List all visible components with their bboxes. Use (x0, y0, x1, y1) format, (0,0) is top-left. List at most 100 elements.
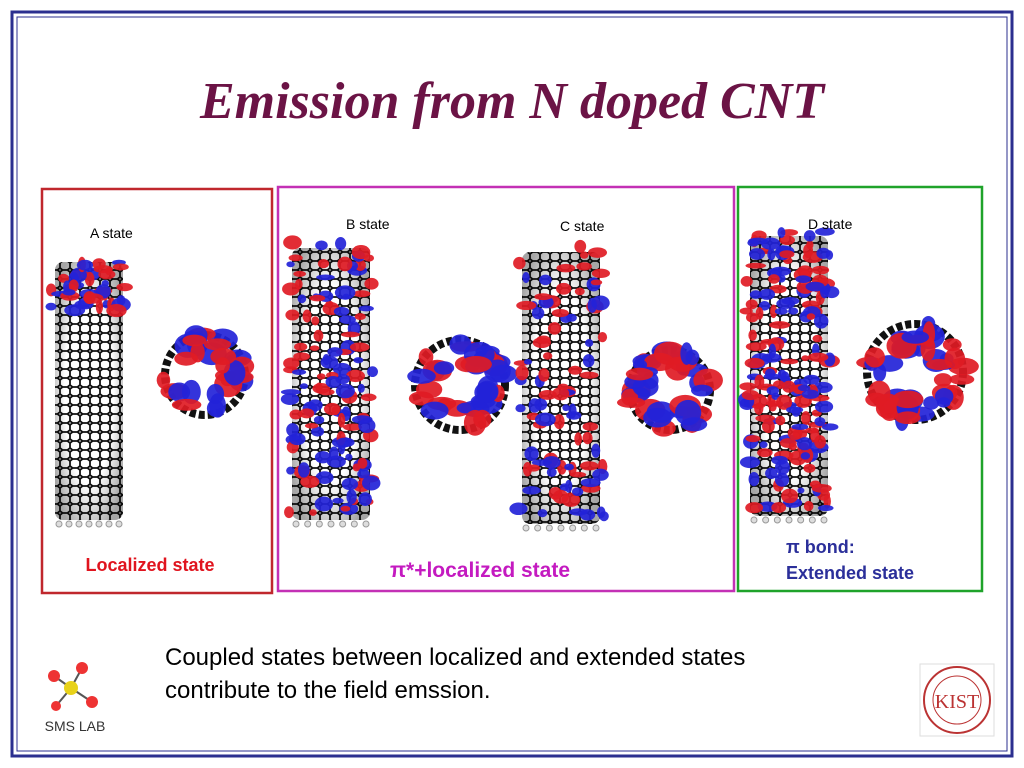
orbital-lobe (285, 309, 300, 321)
orbital-lobe (106, 304, 127, 318)
h-atom (95, 520, 103, 528)
h-atom (115, 520, 123, 528)
orbital-lobe (367, 366, 378, 378)
orbital-lobe (299, 383, 309, 390)
orbital-lobe (331, 406, 340, 416)
orbital-lobe (547, 322, 562, 335)
orbital-lobe (316, 274, 335, 281)
frame-inner (16, 16, 1008, 752)
panel-d (736, 185, 984, 593)
orbital-lobe (327, 347, 343, 357)
orbital-lobe (803, 500, 814, 512)
orbital-lobe (768, 401, 777, 412)
orbital-lobe (345, 369, 366, 383)
orbital-lobe (357, 469, 370, 479)
orbital-lobe (749, 248, 765, 260)
orbital-lobe (361, 475, 381, 491)
orbital-lobe (112, 263, 129, 271)
orbital-lobe (564, 479, 573, 493)
panel-a (40, 187, 274, 595)
orbital-lobe (821, 423, 839, 431)
orbital-lobe (576, 262, 592, 271)
orbital-lobe (782, 380, 796, 393)
orbital-lobe (865, 392, 888, 407)
orbital-lobe (538, 368, 550, 382)
h-atom (808, 516, 816, 524)
caption: Localized state (85, 555, 214, 575)
orbital-lobe (745, 342, 767, 351)
orbital-lobe (740, 276, 753, 287)
orbital-lobe (780, 358, 799, 365)
orbital-lobe (591, 443, 601, 458)
orbital-lobe (309, 509, 317, 516)
orbital-lobe (552, 489, 569, 504)
orbital-lobe (791, 423, 809, 430)
orbital-lobe (534, 293, 552, 301)
h-atom (350, 520, 358, 528)
orbital-lobe (582, 354, 595, 368)
orbital-lobe (342, 293, 350, 300)
orbital-lobe (807, 352, 829, 362)
kist-logo: KIST (919, 663, 995, 737)
orbital-lobe (760, 338, 779, 345)
orbital-lobe (685, 349, 700, 365)
orbital-lobe (574, 287, 585, 296)
h-atom (534, 524, 542, 532)
orbital-lobe (815, 227, 835, 236)
h-atom (315, 520, 323, 528)
orbital-lobe (302, 309, 312, 323)
orbital-lobe (814, 435, 826, 449)
orbital-lobe (587, 247, 607, 258)
orbital-lobe (779, 235, 795, 245)
orbital-lobe (770, 304, 778, 319)
orbital-lobe (926, 358, 953, 371)
orbital-lobe (311, 426, 325, 437)
orbital-lobe (523, 358, 532, 365)
orbital-lobe (763, 373, 781, 380)
orbital-lobe (776, 394, 793, 410)
orbital-lobe (314, 496, 334, 512)
orbital-lobe (326, 455, 346, 468)
orbital-lobe (357, 383, 365, 393)
orbital-lobe (568, 365, 583, 375)
orbital-lobe (768, 274, 780, 284)
note-line: Coupled states between localized and ext… (165, 644, 745, 671)
orbital-lobe (741, 390, 760, 401)
orbital-lobe (934, 388, 954, 405)
orbital-lobe (748, 329, 757, 341)
orbital-lobe (800, 452, 811, 460)
orbital-lobe (797, 384, 811, 392)
orbital-lobe (580, 478, 601, 488)
orbital-lobe (803, 374, 820, 385)
orbital-lobe (45, 302, 57, 311)
orbital-lobe (801, 411, 811, 426)
orbital-lobe (571, 487, 584, 497)
orbital-lobe (182, 334, 207, 347)
orbital-lobe (766, 386, 780, 396)
orbital-lobe (317, 258, 330, 269)
h-atom (304, 520, 312, 528)
orbital-lobe (803, 230, 816, 242)
orbital-lobe (777, 369, 787, 381)
orbital-lobe (515, 404, 526, 413)
orbital-lobe (779, 250, 795, 259)
orbital-lobe (300, 475, 320, 488)
orbital-lobe (551, 308, 569, 318)
orbital-lobe (781, 488, 799, 504)
orbital-lobe (351, 244, 371, 260)
nanotube-images (45, 227, 979, 532)
orbital-lobe (346, 489, 357, 505)
orbital-lobe (797, 265, 813, 278)
orbital-lobe (765, 467, 778, 480)
orbital-lobe (754, 374, 765, 390)
orbital-lobe (582, 431, 593, 445)
orbital-lobe (299, 408, 315, 419)
h-atom (762, 516, 770, 524)
orbital-lobe (805, 281, 825, 292)
orbital-lobe (745, 262, 767, 269)
h-atom (569, 524, 577, 532)
orbital-lobe (337, 412, 346, 428)
frame (10, 10, 1014, 758)
orbital-lobe (62, 289, 76, 296)
orbital-lobe (338, 315, 356, 325)
